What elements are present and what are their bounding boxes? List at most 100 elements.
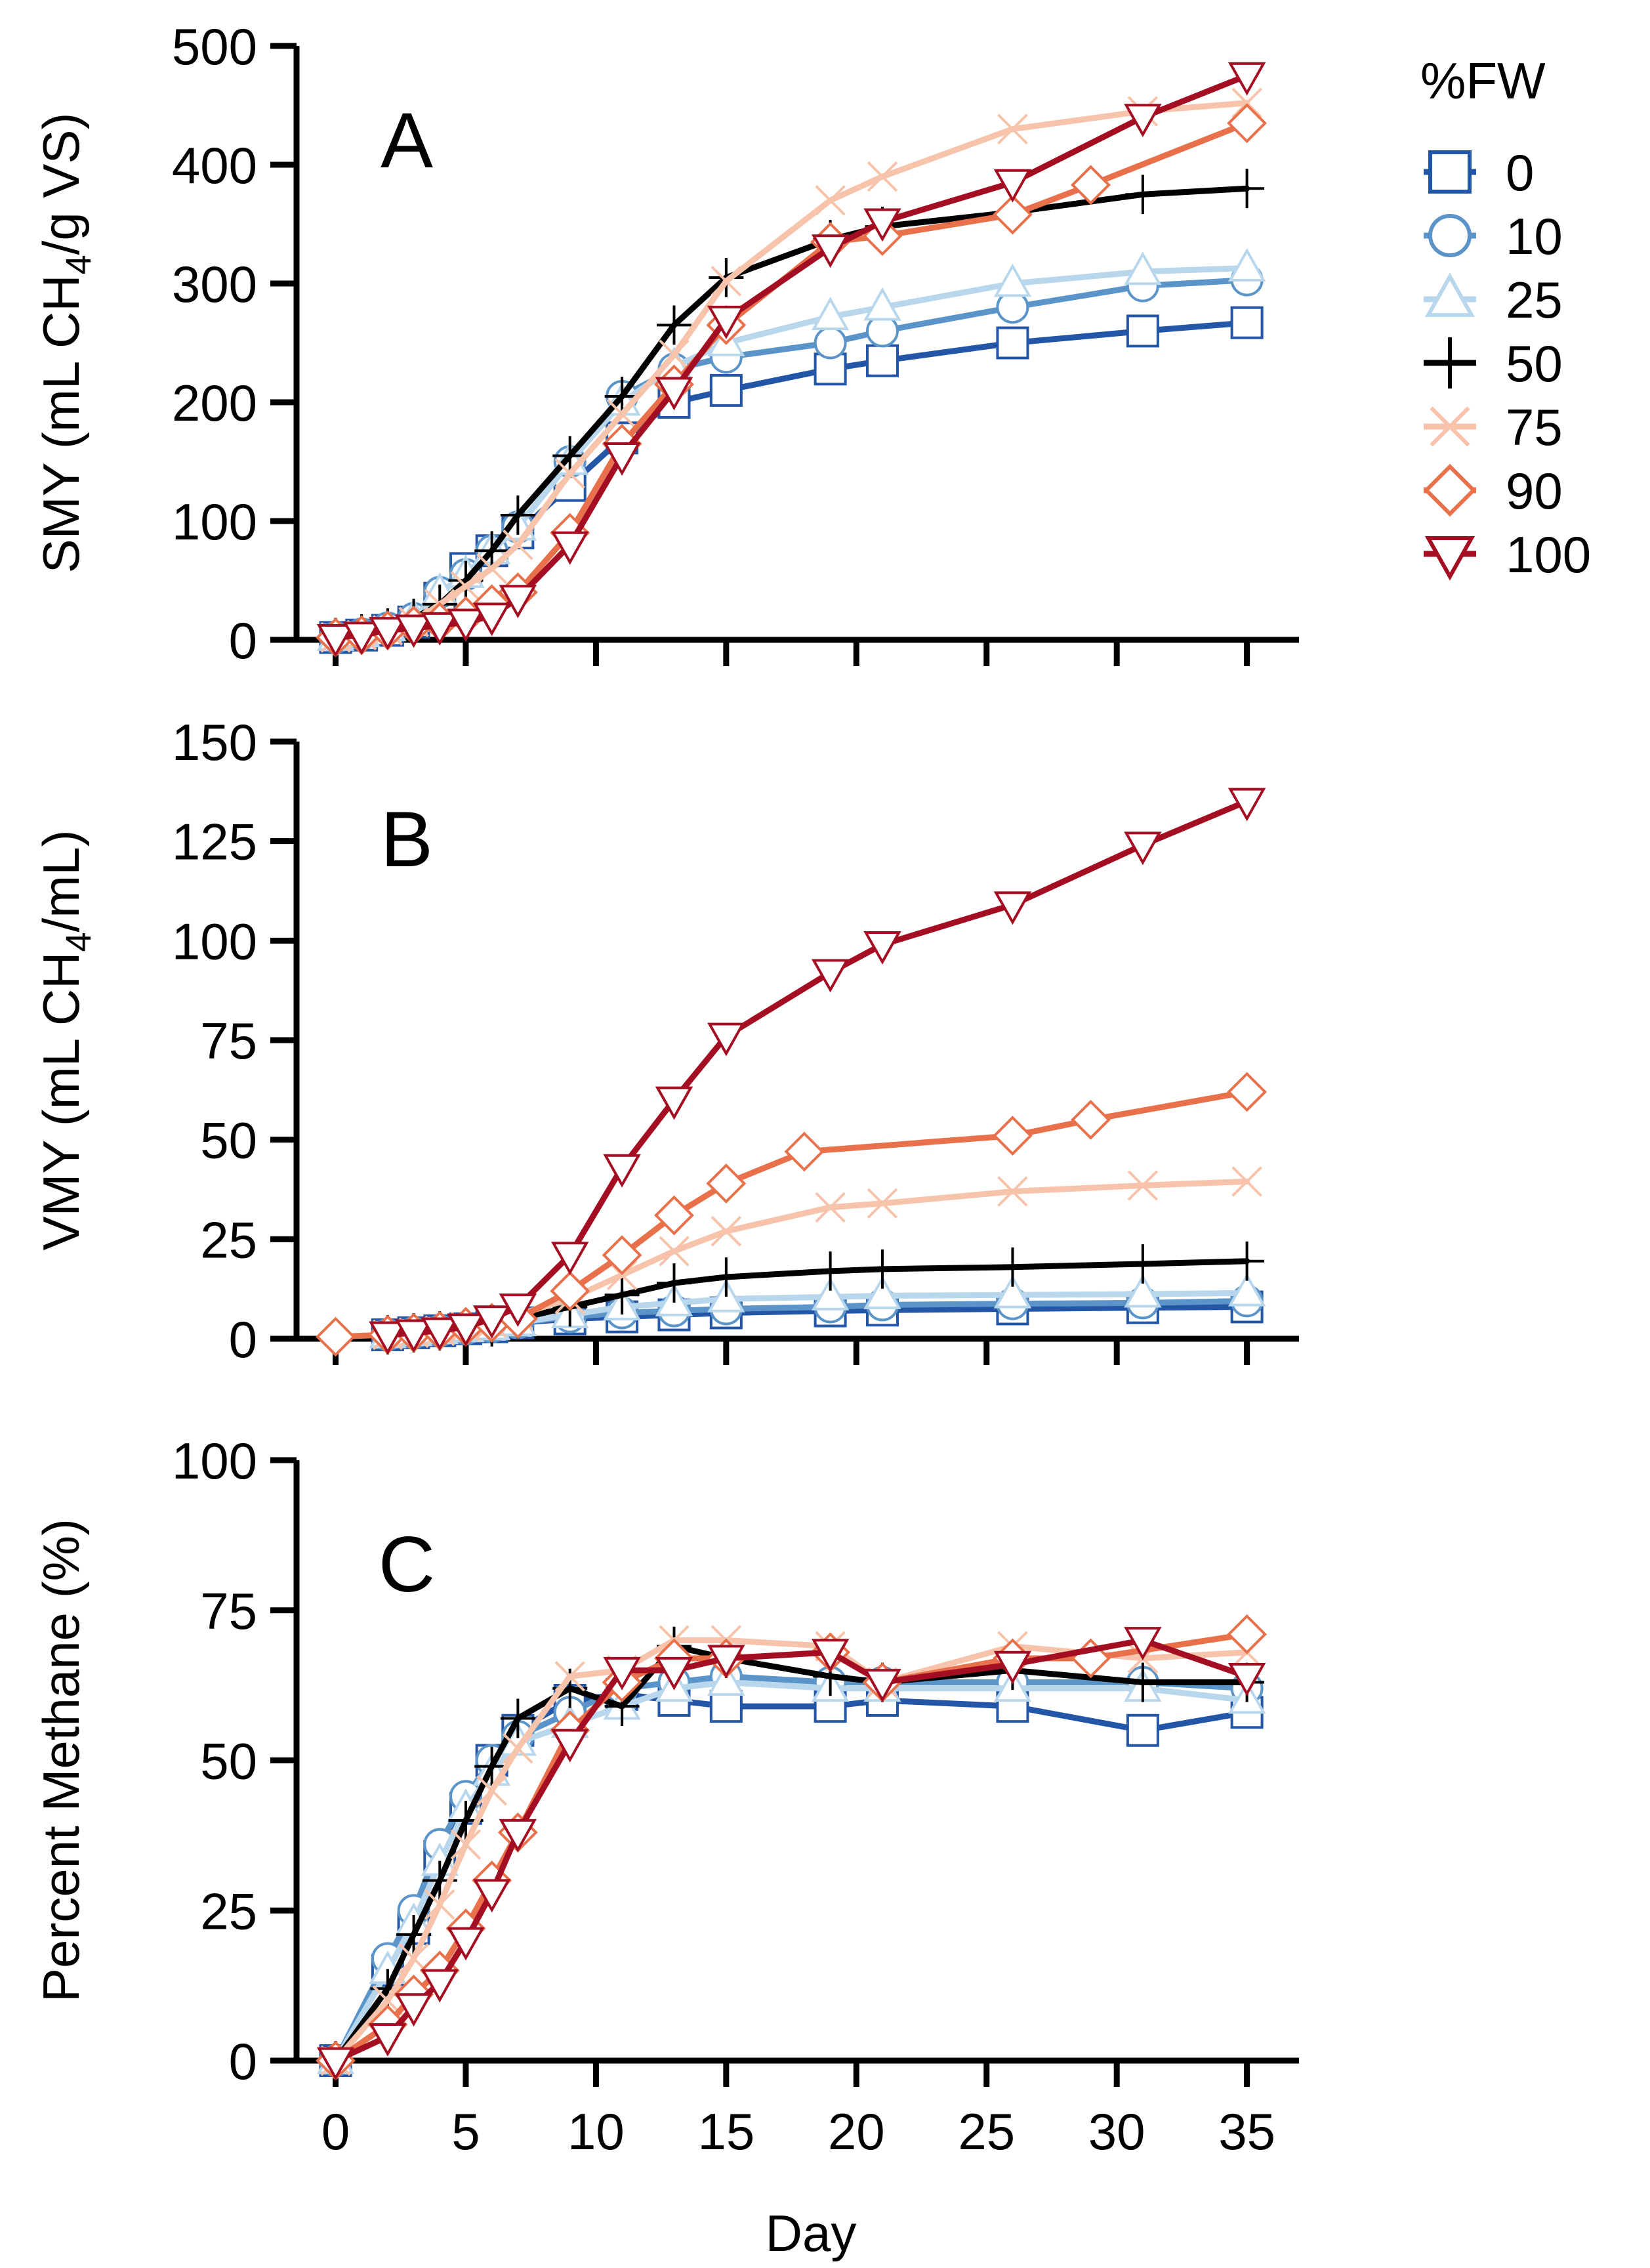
data-point [863, 1669, 901, 1703]
legend-marker [1423, 463, 1477, 517]
legend-entry-10: 10 [1424, 207, 1563, 265]
data-point [1227, 103, 1268, 144]
series-line-90 [333, 1631, 1250, 2064]
data-point [707, 1645, 745, 1679]
legend-marker [1424, 272, 1475, 317]
data-point [550, 1270, 590, 1311]
panel-b: B 0 25 50 75 100 125 150 VMY (mL CH4/mL) [32, 713, 1299, 1368]
data-point [450, 1829, 482, 1860]
panel-letter: B [381, 795, 433, 883]
x-tick-label: 35 [1218, 2103, 1275, 2160]
data-point [551, 531, 589, 565]
data-point [863, 931, 901, 965]
data-point [1126, 1713, 1159, 1747]
data-point [1125, 1244, 1161, 1284]
data-point [1227, 1272, 1266, 1307]
data-point [993, 263, 1032, 297]
data-point [811, 1276, 850, 1311]
data-point [707, 1022, 745, 1057]
series-50 [318, 169, 1265, 658]
y-tick-label: 150 [172, 713, 257, 771]
data-point [604, 1275, 640, 1315]
data-point [447, 608, 485, 642]
legend-marker [1427, 337, 1473, 388]
data-point [993, 1116, 1033, 1156]
series-line-100 [384, 798, 1250, 1338]
data-point [711, 1215, 742, 1247]
data-point [709, 373, 743, 407]
data-point [499, 1818, 537, 1853]
data-point [503, 529, 533, 560]
data-point [476, 553, 507, 584]
data-point [450, 571, 482, 602]
legend-marker [1430, 406, 1470, 447]
data-point [814, 326, 847, 360]
panel-c: C 0 25 50 75 100 0 5 10 15 20 25 30 35 Percent Methane… [32, 1432, 1299, 2262]
y-tick-label: 25 [200, 1211, 257, 1269]
data-point [655, 1086, 693, 1120]
data-point [867, 1188, 898, 1219]
data-point [707, 305, 745, 339]
y-tick-label: 300 [172, 255, 257, 313]
data-point [709, 1257, 744, 1297]
legend-label: 100 [1506, 526, 1591, 583]
data-point [997, 114, 1028, 144]
data-point [655, 377, 693, 411]
data-point [811, 959, 850, 993]
legend-entry-25: 25 [1424, 271, 1563, 329]
data-point [369, 1321, 407, 1355]
y-tick-label: 50 [200, 1732, 257, 1790]
data-point [1227, 62, 1266, 96]
data-point [659, 1236, 690, 1267]
data-point [654, 1195, 694, 1236]
data-point [1229, 169, 1265, 209]
data-point [815, 185, 846, 216]
data-point [603, 442, 641, 476]
data-point [500, 495, 535, 535]
panel-letter: A [381, 96, 433, 184]
series-line-25 [333, 1679, 1250, 2064]
series-0 [319, 1677, 1264, 2077]
data-point [995, 1247, 1030, 1287]
data-point [1125, 175, 1161, 215]
legend-label: 50 [1506, 335, 1563, 392]
data-point [472, 602, 511, 637]
data-point [997, 1176, 1028, 1207]
data-point [813, 1251, 848, 1291]
data-point [811, 297, 850, 331]
x-tick-label: 5 [451, 2103, 480, 2160]
data-point [706, 1163, 747, 1204]
x-axis-title: Day [766, 2204, 857, 2262]
data-point [447, 1313, 485, 1347]
data-point [657, 1263, 691, 1303]
data-point [421, 1317, 459, 1351]
legend-entry-75: 75 [1424, 398, 1563, 456]
data-point [655, 1656, 693, 1690]
data-point [424, 1889, 455, 1920]
y-tick-label: 100 [172, 1432, 257, 1490]
legend-entry-100: 100 [1424, 526, 1591, 583]
legend-entry-90: 90 [1423, 462, 1563, 520]
data-point [394, 614, 433, 648]
data-point [552, 436, 588, 476]
series-100 [316, 62, 1266, 658]
y-tick-label: 500 [172, 18, 257, 75]
data-point [1124, 831, 1162, 866]
legend-marker [1428, 214, 1472, 257]
series-line-0 [333, 1691, 1250, 2064]
data-point [1230, 306, 1264, 339]
data-point [551, 1242, 589, 1276]
data-point [472, 1305, 511, 1339]
panel-a: A 0 100 200 300 400 500 SMY (mL CH4/g VS) [32, 18, 1299, 669]
data-point [421, 612, 459, 646]
data-point [369, 617, 407, 651]
data-point [1126, 314, 1159, 348]
data-point [993, 1274, 1032, 1309]
x-tick-label: 20 [828, 2103, 885, 2160]
legend-marker [1424, 536, 1475, 581]
data-point [865, 344, 899, 377]
data-point [602, 1235, 642, 1276]
data-point [421, 1969, 459, 2003]
data-point [447, 1927, 485, 1961]
